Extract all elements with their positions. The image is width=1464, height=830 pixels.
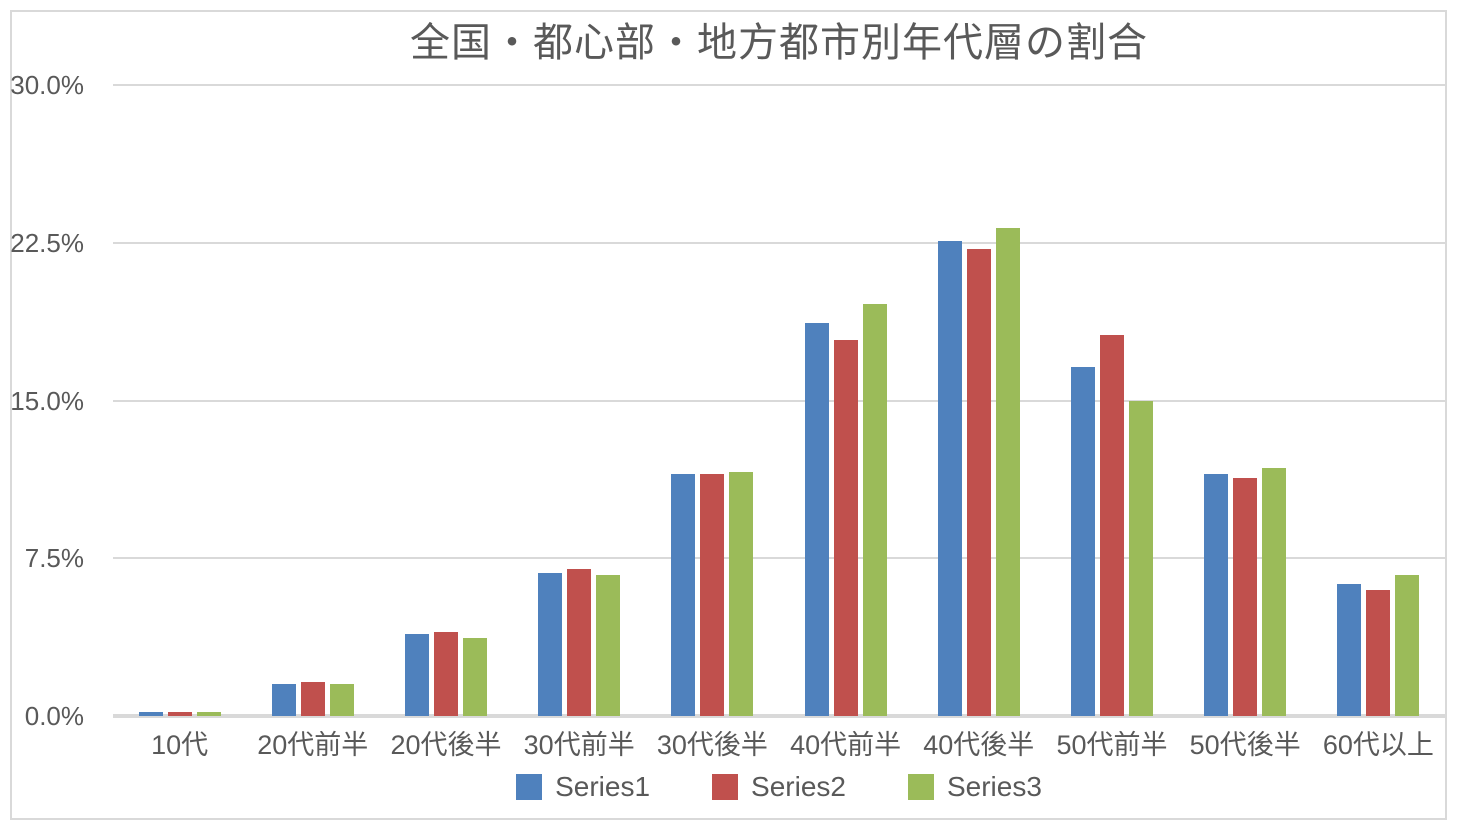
x-category-label: 10代 [151,730,209,760]
bar-series1-20代前半 [271,684,296,716]
y-tick-label: 30.0% [10,70,84,100]
bar-series3-30代前半 [596,575,621,716]
bar-series3-60代以上 [1395,575,1420,716]
y-tick-label: 15.0% [10,385,84,416]
x-axis-line [113,714,1445,718]
gridline [113,84,1445,86]
legend-label: Series3 [946,771,1042,802]
bar-series3-40代前半 [862,303,887,716]
bar-series3-20代前半 [329,684,354,716]
legend-item-series2: Series2 [712,770,846,804]
x-category-label: 50代前半 [1056,730,1168,760]
bar-series2-20代前半 [300,682,325,716]
legend-swatch-icon [907,774,934,800]
legend-swatch-icon [516,774,543,800]
gridline [113,399,1445,402]
bar-series3-20代後半 [462,638,487,716]
bar-series2-30代後半 [700,474,725,716]
legend-label: Series1 [555,771,651,802]
legend-item-series1: Series1 [516,770,650,804]
bar-series1-40代後半 [937,240,962,716]
x-category-label: 20代前半 [257,730,369,760]
legend-label: Series2 [751,771,846,802]
bar-series3-30代後半 [729,472,754,716]
bar-series2-50代前半 [1099,335,1124,716]
gridline [113,557,1445,560]
bar-series3-50代後半 [1262,467,1287,716]
x-category-label: 30代後半 [656,730,768,760]
bar-series1-50代後半 [1204,474,1229,716]
x-category-label: 50代後半 [1189,730,1301,760]
y-tick-label: 22.5% [10,227,84,258]
legend-item-series3: Series3 [907,770,1042,804]
x-category-label: 40代前半 [790,730,902,760]
bar-series2-60代以上 [1366,589,1391,716]
bar-series1-30代後半 [671,474,696,716]
chart-title: 全国・都心部・地方都市別年代層の割合 [410,21,1148,65]
x-category-label: 40代後半 [923,730,1035,760]
x-category-label: 60代以上 [1322,730,1434,760]
bar-series2-50代後半 [1233,478,1258,716]
bar-series2-40代後半 [966,249,991,716]
x-category-label: 30代前半 [523,730,635,760]
bar-series1-60代以上 [1337,583,1362,716]
bar-series1-20代後半 [404,633,429,716]
legend-swatch-icon [712,774,739,800]
bar-series2-20代後半 [433,631,458,716]
bar-series1-50代前半 [1070,366,1095,716]
y-tick-label: 7.5% [24,543,84,574]
bar-series2-40代前半 [833,339,858,716]
x-category-label: 20代後半 [390,730,502,760]
bar-series3-40代後半 [995,228,1020,716]
bar-series2-30代前半 [567,568,592,716]
bar-series1-30代前半 [538,572,563,716]
legend: Series1 Series2 Series3 [113,770,1445,804]
y-tick-label: 0.0% [24,701,84,731]
gridline [113,241,1445,244]
plot-area [113,84,1445,718]
bar-series1-40代前半 [804,322,829,716]
